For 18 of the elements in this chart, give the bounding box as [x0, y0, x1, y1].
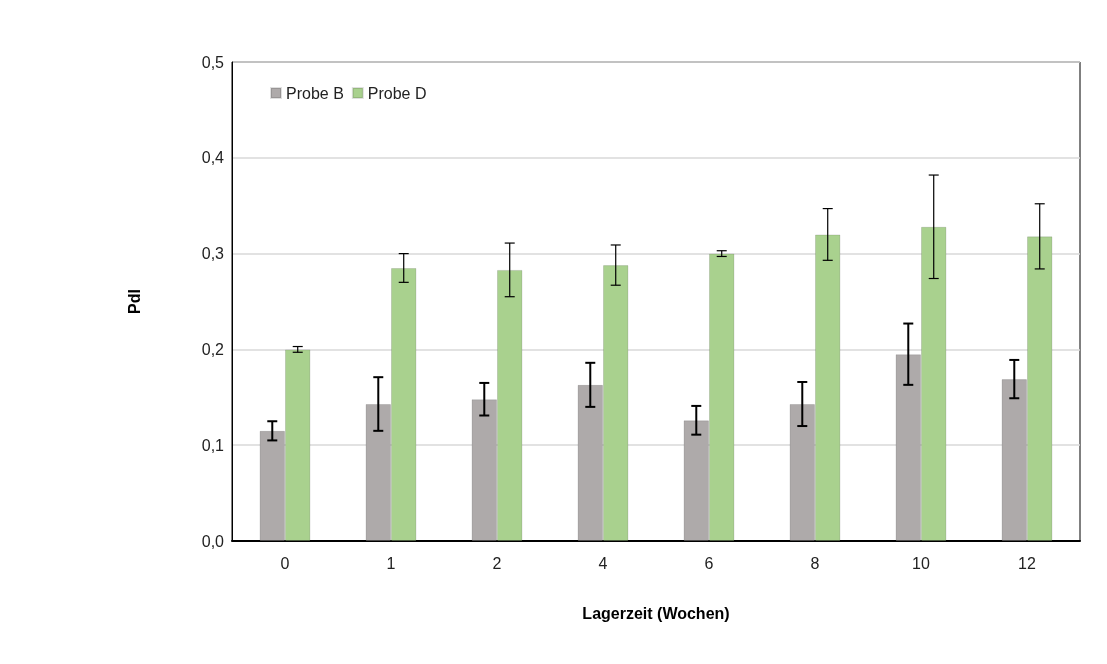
y-tick-label: 0,0	[201, 532, 225, 550]
x-tick-label: 4	[598, 554, 608, 572]
y-axis-title: PdI	[125, 289, 143, 314]
y-tick-label: 0,3	[201, 245, 225, 263]
x-tick-label: 6	[704, 554, 714, 572]
y-tick-label: 0,2	[201, 340, 225, 358]
x-tick-label: 2	[492, 554, 502, 572]
x-tick-label: 8	[810, 554, 820, 572]
legend-label: Probe D	[367, 84, 427, 102]
y-tick-label: 0,4	[201, 149, 225, 167]
y-tick-label: 0,1	[201, 436, 225, 454]
x-axis-title: Lagerzeit (Wochen)	[582, 604, 730, 622]
legend-label: Probe B	[286, 84, 344, 102]
x-tick-label: 0	[280, 554, 290, 572]
x-tick-label: 10	[912, 554, 930, 572]
y-tick-label: 0,5	[201, 53, 225, 71]
x-tick-label: 12	[1018, 554, 1036, 572]
x-tick-label: 1	[386, 554, 396, 572]
